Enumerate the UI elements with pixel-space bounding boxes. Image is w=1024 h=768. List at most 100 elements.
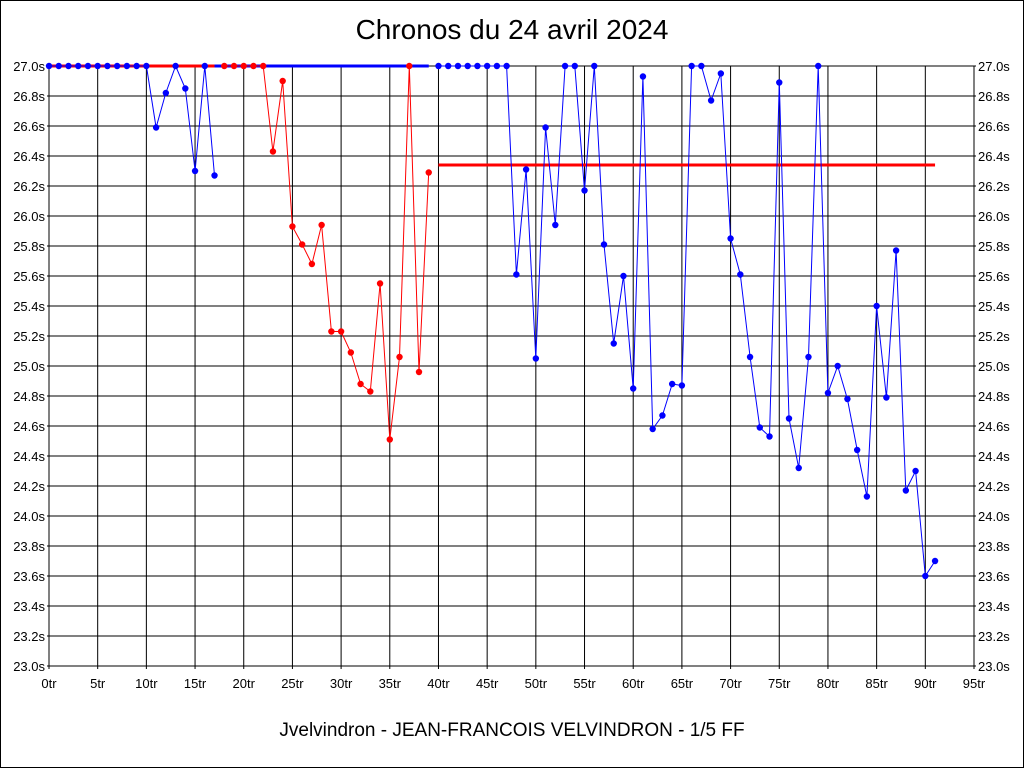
data-point (892, 247, 900, 254)
data-point (746, 353, 754, 361)
data-point (474, 62, 481, 70)
y-tick-label-right: 25.2s (978, 329, 1010, 344)
data-point (737, 271, 744, 278)
y-tick-label-right: 25.4s (978, 299, 1010, 314)
data-point (113, 62, 121, 70)
y-tick-label-left: 26.4s (13, 149, 45, 164)
x-tick-label: 55tr (573, 676, 596, 691)
data-point (435, 62, 442, 70)
data-point (279, 77, 286, 85)
series-line (224, 65, 430, 440)
data-point (123, 62, 131, 70)
y-tick-label-right: 24.0s (978, 509, 1010, 524)
chart-footer: Jvelvindron - JEAN-FRANCOIS VELVINDRON -… (279, 720, 745, 741)
y-tick-label-right: 26.2s (978, 179, 1010, 194)
y-tick-label-right: 24.8s (978, 389, 1010, 404)
data-point (668, 380, 676, 388)
y-tick-label-left: 25.4s (13, 299, 45, 314)
y-tick-label-left: 24.0s (13, 509, 45, 524)
y-tick-label-right: 23.2s (978, 629, 1010, 644)
x-tick-label: 15tr (184, 676, 207, 691)
y-tick-label-right: 26.6s (978, 119, 1010, 134)
data-point (834, 362, 841, 370)
data-point (367, 388, 374, 395)
y-tick-label-left: 25.8s (13, 239, 45, 254)
y-tick-label-right: 25.6s (978, 269, 1010, 284)
data-point (240, 62, 247, 70)
data-point (191, 167, 199, 175)
data-point (591, 62, 598, 70)
data-point (386, 436, 393, 443)
data-point (863, 493, 871, 500)
y-tick-label-left: 26.0s (13, 209, 45, 224)
data-point (600, 241, 608, 248)
data-point (133, 62, 140, 70)
y-tick-label-right: 26.4s (978, 149, 1010, 164)
data-point (75, 62, 82, 70)
y-tick-label-right: 23.6s (978, 569, 1010, 584)
data-point (513, 271, 520, 278)
x-tick-label: 70tr (719, 676, 742, 691)
data-point (795, 464, 802, 472)
data-point (172, 62, 179, 70)
y-tick-label-right: 27.0s (978, 59, 1010, 74)
series-line (438, 65, 936, 578)
data-point (532, 355, 540, 362)
data-point (415, 368, 423, 376)
data-point (406, 62, 413, 70)
data-point (931, 557, 939, 565)
data-point (221, 62, 228, 70)
data-point (756, 424, 763, 431)
data-point (493, 62, 501, 70)
data-point (902, 487, 910, 494)
data-point (55, 62, 62, 70)
y-tick-label-right: 23.0s (978, 659, 1010, 674)
data-point (630, 385, 637, 392)
data-point (201, 62, 208, 70)
data-point (94, 62, 101, 70)
data-point (182, 85, 189, 92)
x-tick-label: 95tr (963, 676, 986, 691)
x-tick-label: 75tr (768, 676, 791, 691)
data-point (289, 223, 296, 230)
data-point (717, 70, 725, 77)
y-tick-label-left: 26.6s (13, 119, 45, 134)
y-tick-label-left: 24.4s (13, 449, 45, 464)
x-tick-label: 40tr (427, 676, 450, 691)
x-tick-label: 35tr (379, 676, 402, 691)
data-point (503, 62, 510, 70)
data-point (610, 340, 617, 347)
y-tick-label-right: 25.0s (978, 359, 1010, 374)
data-point (328, 328, 335, 335)
data-point (104, 62, 111, 70)
x-tick-label: 25tr (281, 676, 304, 691)
x-tick-label: 85tr (865, 676, 888, 691)
x-tick-label: 45tr (476, 676, 499, 691)
y-tick-label-left: 26.8s (13, 89, 45, 104)
y-tick-label-left: 23.2s (13, 629, 45, 644)
y-tick-label-right: 25.8s (978, 239, 1010, 254)
data-point (698, 62, 705, 70)
y-tick-label-right: 24.6s (978, 419, 1010, 434)
data-point (727, 235, 734, 242)
data-point (776, 79, 783, 86)
data-point (620, 272, 627, 280)
data-point (815, 62, 822, 70)
y-tick-label-left: 24.2s (13, 479, 45, 494)
y-tick-label-left: 26.2s (13, 179, 45, 194)
x-tick-label: 50tr (525, 676, 548, 691)
data-point (688, 62, 695, 70)
data-point (318, 221, 325, 229)
data-point (298, 241, 306, 248)
data-point (84, 62, 92, 70)
data-point (357, 380, 364, 388)
y-tick-label-left: 24.6s (13, 419, 45, 434)
data-point (873, 302, 880, 310)
data-point (785, 415, 793, 422)
data-point (230, 62, 238, 70)
data-point (883, 394, 890, 401)
data-point (649, 425, 656, 433)
y-tick-label-right: 24.4s (978, 449, 1010, 464)
data-point (445, 62, 452, 70)
